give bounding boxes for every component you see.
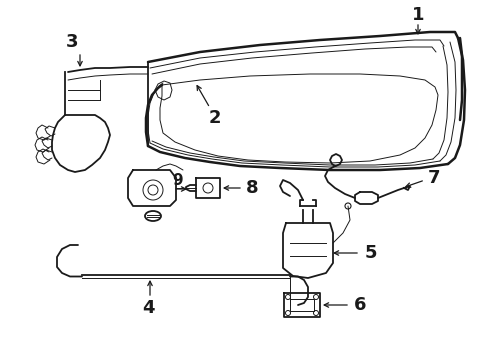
Text: 3: 3: [66, 33, 78, 51]
Text: 5: 5: [365, 244, 377, 262]
Text: 9: 9: [172, 172, 183, 188]
Text: 6: 6: [354, 296, 367, 314]
Text: 1: 1: [412, 6, 424, 24]
Text: 8: 8: [246, 179, 259, 197]
Text: 4: 4: [142, 299, 154, 317]
Text: 2: 2: [209, 109, 221, 127]
Text: 7: 7: [428, 169, 441, 187]
